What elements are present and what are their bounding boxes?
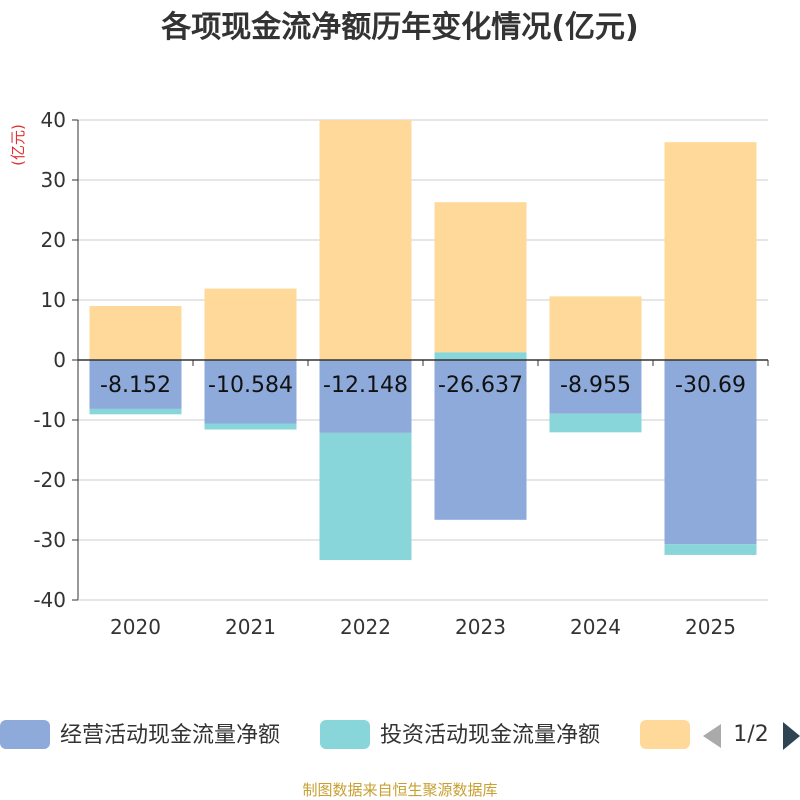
y-axis-ticks: 40 30 20 10 0 -10 -20 -30 -40 [33, 108, 78, 612]
data-label: -30.69 [675, 373, 746, 398]
bar-series0-2023 [434, 360, 527, 520]
x-tick-label: 2024 [570, 615, 621, 639]
y-tick-label: -10 [33, 408, 66, 432]
data-label: -26.637 [438, 373, 523, 398]
source-note: 制图数据来自恒生聚源数据库 [302, 781, 497, 799]
y-tick-label: -30 [33, 528, 66, 552]
data-label: -8.152 [100, 373, 171, 398]
legend-label[interactable]: 投资活动现金流量净额 [380, 723, 600, 748]
legend-prev-icon[interactable] [703, 724, 721, 748]
y-tick-label: 10 [41, 288, 66, 312]
legend-pager: 1/2 [703, 722, 800, 750]
grid-lines [78, 119, 768, 601]
bar-series1-2022 [319, 432, 412, 561]
x-tick-label: 2021 [225, 615, 276, 639]
legend-label[interactable]: 经营活动现金流量净额 [60, 723, 280, 748]
bar-series0-2021 [204, 360, 297, 424]
bar-series1-2021 [204, 423, 297, 430]
legend-swatch-1[interactable] [320, 720, 370, 749]
bars [89, 120, 757, 561]
chart-title: 各项现金流净额历年变化情况(亿元) [160, 10, 638, 45]
bar-series2-2023 [434, 202, 527, 353]
x-tick-label: 2020 [110, 615, 161, 639]
bar-series1-2020 [89, 408, 182, 415]
legend-swatch-2[interactable] [640, 720, 690, 749]
data-label: -8.955 [560, 373, 631, 398]
y-tick-label: 0 [53, 348, 66, 372]
y-tick-label: -40 [33, 588, 66, 612]
data-label: -10.584 [208, 373, 293, 398]
data-labels: -8.152 -10.584 -12.148 -26.637 -8.955 -30.69 [100, 373, 746, 398]
bar-series0-2024 [549, 360, 642, 414]
data-label: -12.148 [323, 373, 408, 398]
legend-page-indicator: 1/2 [733, 722, 768, 747]
x-tick-label: 2022 [340, 615, 391, 639]
bar-series1-2023 [434, 352, 527, 360]
bar-series0-2020 [89, 360, 182, 409]
y-tick-label: 20 [41, 228, 66, 252]
legend-swatch-0[interactable] [0, 720, 50, 749]
legend: 经营活动现金流量净额 投资活动现金流量净额 [0, 720, 690, 749]
bar-series1-2025 [664, 544, 757, 555]
bar-series2-2020 [89, 306, 182, 360]
y-tick-label: 40 [41, 108, 66, 132]
x-axis-labels: 2020 2021 2022 2023 2024 2025 [110, 615, 736, 639]
bar-series2-2024 [549, 296, 642, 360]
bar-series1-2024 [549, 413, 642, 433]
y-axis-unit: (亿元) [9, 124, 27, 166]
bar-series2-2025 [664, 142, 757, 360]
y-tick-label: 30 [41, 168, 66, 192]
legend-next-icon[interactable] [783, 722, 800, 750]
x-tick-label: 2023 [455, 615, 506, 639]
bar-series0-2025 [664, 360, 757, 545]
bar-series0-2022 [319, 360, 412, 433]
axes [77, 120, 769, 601]
bar-series2-2022 [319, 120, 412, 360]
bar-series2-2021 [204, 288, 297, 360]
x-tick-label: 2025 [685, 615, 736, 639]
y-tick-label: -20 [33, 468, 66, 492]
